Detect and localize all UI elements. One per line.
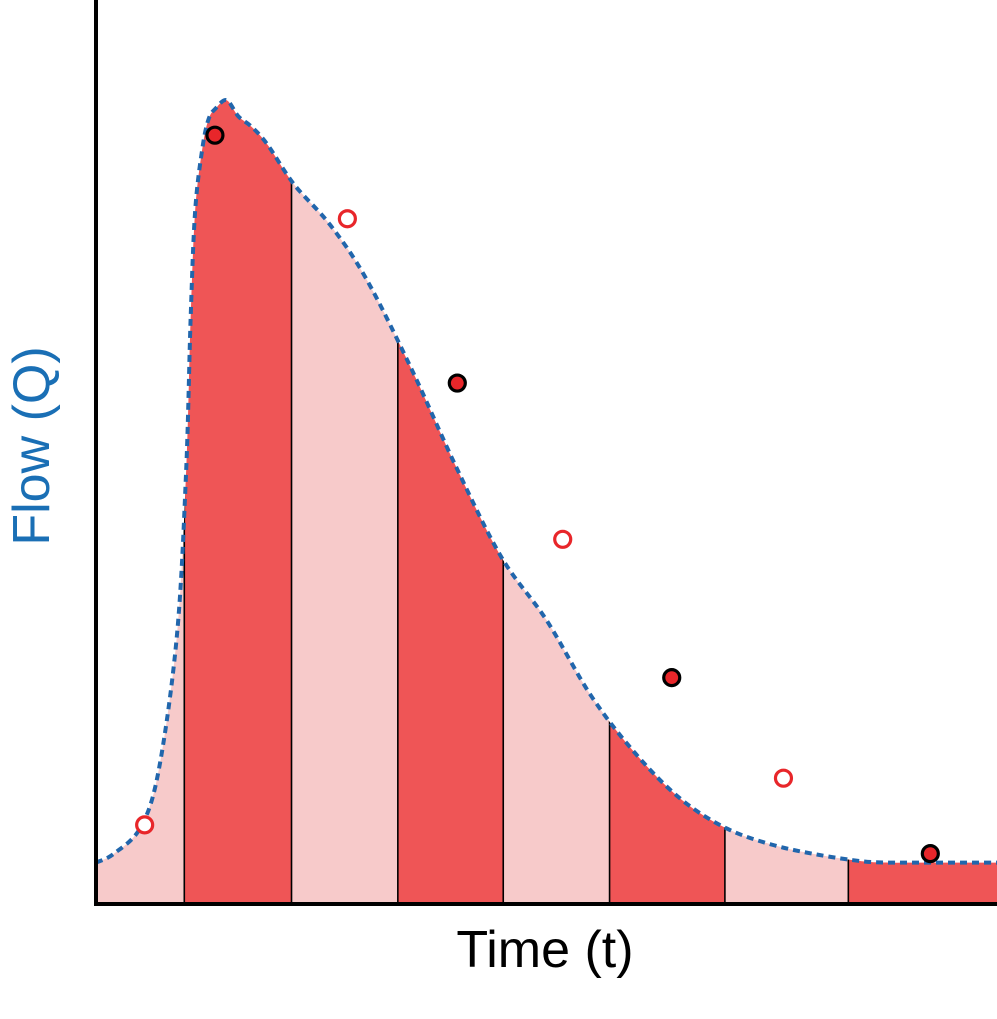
hydrograph-curve bbox=[95, 98, 997, 865]
y-axis-title: Flow (Q) bbox=[3, 346, 61, 546]
x-axis-title: Time (t) bbox=[456, 921, 634, 979]
sample-point-5-open bbox=[553, 529, 573, 549]
strip-4 bbox=[397, 100, 504, 903]
sample-points bbox=[135, 125, 940, 864]
sample-point-3-open bbox=[337, 209, 357, 229]
strip-1 bbox=[96, 100, 185, 903]
sample-point-2-filled bbox=[205, 125, 225, 145]
strip-6 bbox=[609, 100, 725, 903]
sample-point-7-open bbox=[773, 768, 794, 788]
sample-point-6-filled bbox=[662, 668, 682, 688]
sample-point-1-open bbox=[135, 815, 155, 835]
sample-point-4-filled bbox=[447, 373, 467, 393]
sample-point-8-filled bbox=[920, 844, 940, 864]
strips-layer bbox=[96, 100, 997, 903]
strip-2 bbox=[184, 100, 292, 903]
strip-7 bbox=[724, 100, 849, 903]
strip-3 bbox=[291, 100, 398, 903]
strip-5 bbox=[503, 100, 610, 903]
strip-8 bbox=[848, 100, 997, 903]
